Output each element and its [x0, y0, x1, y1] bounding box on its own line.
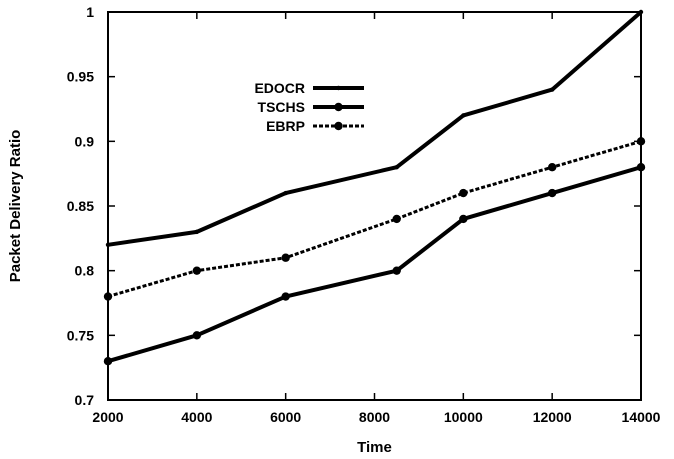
data-point	[283, 190, 288, 196]
data-point	[459, 214, 468, 224]
data-point	[192, 331, 202, 340]
y-tick-label: 0.85	[67, 198, 94, 214]
legend-marker	[334, 102, 343, 112]
data-point	[547, 188, 557, 198]
x-tick-label: 4000	[181, 409, 212, 425]
data-point	[549, 87, 555, 92]
legend-label: EDOCR	[254, 80, 305, 96]
data-point	[281, 253, 290, 262]
data-point	[394, 165, 399, 170]
x-tick-label: 10000	[444, 409, 483, 425]
series-line	[107, 165, 642, 364]
series-tschs	[103, 163, 646, 366]
series-ebrp	[103, 137, 646, 301]
legend-entry: EBRP	[266, 118, 364, 134]
legend: EDOCR TSCHS EBRP	[254, 80, 364, 134]
data-point	[192, 266, 202, 275]
legend-entry: TSCHS	[258, 99, 364, 115]
plot-frame	[107, 11, 642, 401]
data-point	[547, 163, 557, 172]
data-point	[461, 113, 466, 118]
y-tick-label: 0.75	[67, 327, 94, 343]
axis-ticks: 2000 4000 6000 8000 10000 12000 14000 0.7 0.75 0.…	[67, 4, 661, 425]
y-tick-label: 0.7	[75, 392, 95, 408]
y-axis-title: Packet Delivery Ratio	[7, 130, 24, 283]
x-tick-label: 2000	[92, 409, 123, 425]
y-tick-label: 1	[86, 4, 94, 20]
y-tick-label: 0.9	[75, 133, 95, 149]
series-line	[107, 10, 643, 247]
data-point	[392, 266, 401, 275]
x-axis-title: Time	[357, 439, 392, 456]
x-tick-label: 6000	[270, 409, 301, 425]
series-edocr	[105, 9, 644, 247]
x-tick-label: 8000	[359, 409, 390, 425]
plot-series	[103, 9, 646, 366]
y-tick-label: 0.95	[67, 69, 94, 85]
x-tick-label: 12000	[533, 409, 572, 425]
legend-entry: EDOCR	[254, 80, 364, 96]
y-tick-label: 0.8	[75, 263, 95, 279]
series-line	[107, 139, 642, 298]
x-tick-label: 14000	[622, 409, 661, 425]
data-point	[392, 214, 401, 224]
legend-marker	[336, 85, 341, 91]
data-point	[194, 229, 200, 235]
legend-marker	[334, 121, 343, 131]
legend-label: EBRP	[266, 118, 305, 134]
data-point	[459, 188, 468, 198]
data-point	[281, 292, 290, 301]
legend-label: TSCHS	[258, 99, 305, 115]
